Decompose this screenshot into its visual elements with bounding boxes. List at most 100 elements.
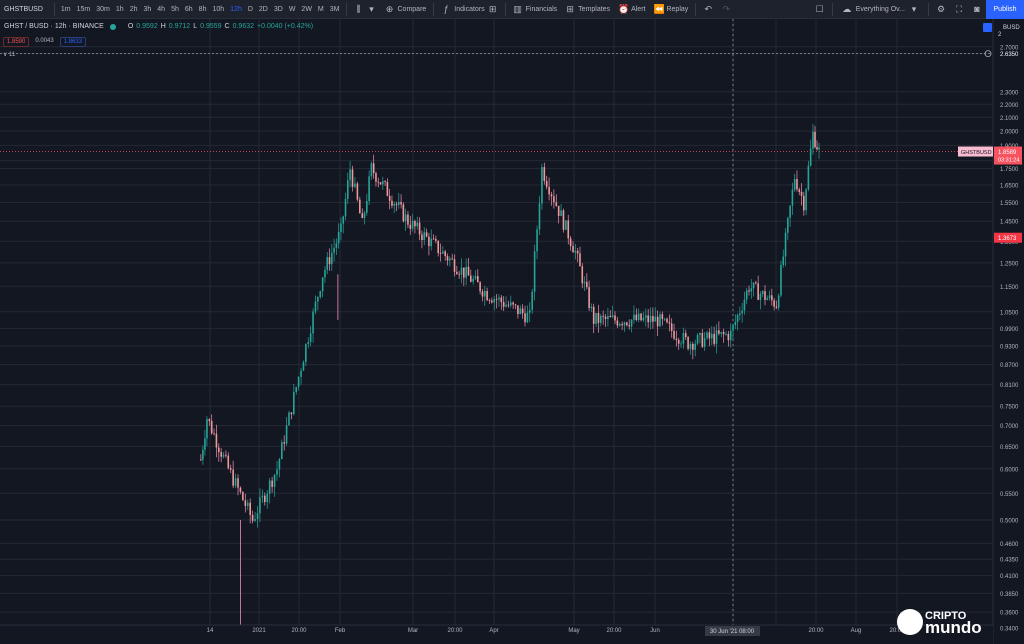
interval-10h[interactable]: 10h	[212, 5, 225, 13]
candle	[816, 140, 818, 151]
candle-body	[400, 202, 402, 205]
replay-label: Replay	[666, 5, 689, 13]
candle	[273, 474, 276, 497]
compare-button[interactable]: ⊕ Compare	[381, 4, 431, 14]
price-tick-label: 2.6350	[1000, 52, 1019, 58]
time-tick-label: 14	[207, 628, 214, 634]
sell-price-button[interactable]: 1.8590	[3, 37, 30, 47]
replay-button[interactable]: ⏪ Replay	[649, 4, 692, 14]
candle	[505, 296, 507, 308]
candle-body	[372, 163, 375, 174]
candle-body	[266, 493, 269, 502]
candle-body	[519, 308, 522, 315]
fullscreen-button[interactable]: ⛶	[950, 4, 968, 14]
screenshot-button[interactable]: ◙	[968, 4, 986, 14]
candle	[388, 188, 391, 210]
candle-body	[604, 316, 607, 319]
candle-body	[528, 309, 531, 313]
candle	[453, 254, 456, 277]
price-tick-label: 0.6500	[1000, 445, 1019, 451]
candle	[222, 452, 225, 459]
candle	[630, 319, 633, 333]
candle	[682, 327, 685, 349]
candle	[488, 298, 491, 304]
symbol-search[interactable]: GHSTBUSD	[4, 5, 43, 13]
currency-label: BUSD	[1003, 25, 1020, 31]
candle	[213, 428, 215, 436]
candle-body	[472, 278, 474, 282]
interval-5h[interactable]: 5h	[171, 5, 179, 13]
legend-title[interactable]: GHST / BUSD · 12h · BINANCE	[4, 23, 104, 30]
candle	[715, 324, 718, 354]
interval-3d[interactable]: 3D	[273, 5, 283, 13]
candle	[271, 476, 273, 493]
interval-d[interactable]: D	[247, 5, 253, 13]
price-tick-label: 0.4350	[1000, 558, 1019, 564]
financials-button[interactable]: ▥ Financials	[509, 4, 562, 14]
interval-15m[interactable]: 15m	[76, 5, 91, 13]
candle	[414, 219, 416, 234]
candle	[278, 457, 281, 478]
candle	[446, 253, 449, 266]
candle-body	[305, 344, 307, 363]
price-chart[interactable]: 2.70002.63502.30002.20002.10002.00001.90…	[0, 19, 1024, 644]
interval-3h[interactable]: 3h	[143, 5, 152, 13]
candle-body	[725, 333, 727, 335]
interval-2d[interactable]: 2D	[258, 5, 268, 13]
candle	[588, 280, 590, 311]
settings-button[interactable]: ⚙	[932, 4, 950, 14]
indicators-button[interactable]: ƒ Indicators ⊞	[437, 4, 501, 14]
interval-2w[interactable]: 2W	[301, 5, 312, 13]
layout-menu-button[interactable]: ☁ Everything Ov... ▾	[836, 4, 925, 14]
candle	[486, 287, 488, 302]
candle	[432, 234, 435, 240]
candle	[514, 303, 517, 310]
candle	[349, 160, 351, 188]
candle-body	[668, 322, 671, 324]
toolbar-divider	[345, 2, 347, 16]
indicators-collapse-toggle[interactable]: ∨ 11	[3, 52, 16, 58]
interval-w[interactable]: W	[288, 5, 296, 13]
candle	[451, 253, 453, 261]
candle	[225, 450, 227, 458]
chart-type-button[interactable]: ⫼ ▾	[350, 4, 381, 14]
candle-body	[694, 343, 697, 350]
symbol-line-label: GHSTBUSD	[961, 150, 992, 156]
toolbar-divider	[695, 2, 697, 16]
candle	[351, 165, 354, 192]
interval-30m[interactable]: 30m	[96, 5, 110, 13]
buy-price-button[interactable]: 1.8633	[59, 37, 87, 47]
candle-body	[398, 202, 400, 205]
alert-button[interactable]: ⏰ Alert	[614, 4, 649, 14]
candle	[372, 154, 375, 179]
candle-body	[395, 203, 398, 205]
candle-body	[510, 302, 512, 306]
candle-body	[630, 319, 633, 327]
chart-pane[interactable]: 2.70002.63502.30002.20002.10002.00001.90…	[0, 19, 1024, 644]
interval-1h[interactable]: 1h	[115, 5, 124, 13]
undo-button[interactable]: ↶	[699, 4, 717, 14]
redo-button[interactable]: ↷	[717, 4, 735, 14]
templates-button[interactable]: ⊞ Templates	[561, 4, 614, 14]
interval-1m[interactable]: 1m	[60, 5, 71, 13]
interval-3m[interactable]: 3M	[329, 5, 340, 13]
candle	[668, 314, 671, 332]
candle	[649, 307, 652, 330]
candle	[701, 329, 704, 348]
candle-body	[766, 298, 769, 300]
candle	[400, 194, 402, 209]
interval-12h[interactable]: 12h	[230, 5, 242, 13]
candle	[421, 230, 423, 249]
candle-body	[229, 468, 232, 470]
candle-body	[635, 314, 638, 320]
interval-4h[interactable]: 4h	[157, 5, 166, 13]
interval-2h[interactable]: 2h	[129, 5, 138, 13]
candle-body	[654, 316, 657, 322]
interval-8h[interactable]: 8h	[198, 5, 207, 13]
select-layout-button[interactable]: ☐	[811, 4, 829, 14]
candle-body	[346, 180, 349, 199]
interval-m[interactable]: M	[317, 5, 324, 13]
interval-6h[interactable]: 6h	[184, 5, 193, 13]
publish-button[interactable]: Publish	[986, 0, 1024, 19]
candle-body	[656, 316, 659, 327]
